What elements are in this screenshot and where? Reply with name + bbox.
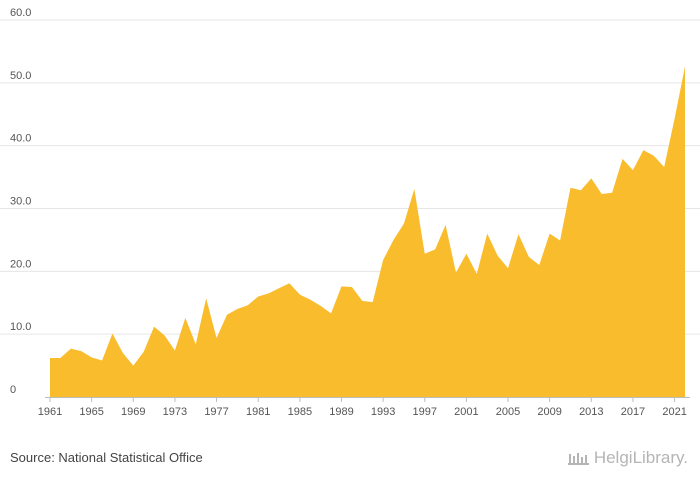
y-tick-label: 40.0 [10, 133, 31, 145]
y-tick-label: 10.0 [10, 321, 31, 333]
y-tick-label: 60.0 [10, 7, 31, 19]
x-tick-label: 1977 [204, 406, 228, 418]
x-tick-label: 1981 [246, 406, 270, 418]
y-axis-ticks: 0 10.0 20.0 30.0 40.0 50.0 60.0 [10, 7, 31, 396]
x-tick-label: 2013 [579, 406, 603, 418]
x-tick-label: 1973 [163, 406, 187, 418]
brand-name: HelgiLibrary. [593, 448, 688, 467]
y-tick-label: 20.0 [10, 258, 31, 270]
x-tick-label: 2005 [496, 406, 520, 418]
x-axis-ticks: 1961 1965 1969 1973 1977 1981 1985 1989 1993 1997… [38, 397, 687, 418]
y-tick-label: 30.0 [10, 196, 31, 208]
brand-logo: HelgiLibrary. [567, 448, 688, 468]
area-series [50, 66, 685, 397]
x-tick-label: 2017 [621, 406, 645, 418]
x-tick-label: 1969 [121, 406, 145, 418]
x-tick-label: 1997 [413, 406, 437, 418]
library-icon [567, 453, 589, 465]
x-tick-label: 1961 [38, 406, 62, 418]
x-tick-label: 1993 [371, 406, 395, 418]
x-tick-label: 2001 [454, 406, 478, 418]
x-tick-label: 1985 [288, 406, 312, 418]
y-tick-label: 0 [10, 384, 16, 396]
x-tick-label: 1965 [79, 406, 103, 418]
x-tick-label: 1989 [329, 406, 353, 418]
x-tick-label: 2021 [662, 406, 686, 418]
x-tick-label: 2009 [537, 406, 561, 418]
area-chart: 010.020.030.040.050.060.0 1961 1965 1969 19… [0, 7, 700, 418]
source-note: Source: National Statistical Office [10, 450, 203, 465]
y-tick-label: 50.0 [10, 70, 31, 82]
